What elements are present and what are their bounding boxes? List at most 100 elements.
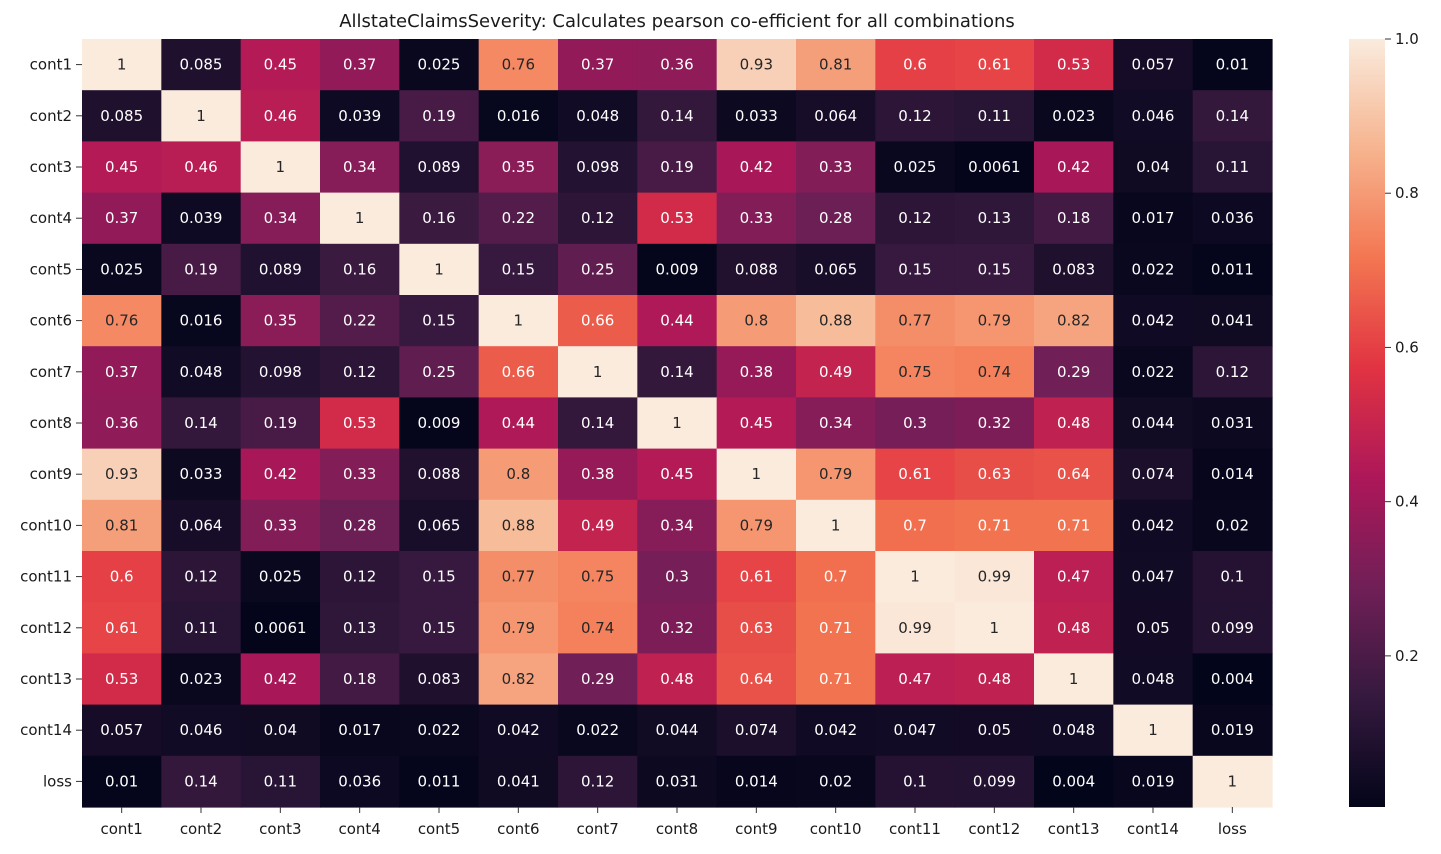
heatmap-cell-cont12-cont14 <box>1113 602 1194 654</box>
heatmap-cell-cont7-cont12 <box>954 346 1035 398</box>
heatmap-cell-cont5-cont5 <box>399 243 480 296</box>
cell-value-label: 0.048 <box>1052 721 1095 739</box>
cell-value-label: 0.79 <box>819 465 852 483</box>
cell-value-label: 0.13 <box>978 209 1011 227</box>
heatmap-cell-cont1-cont3 <box>240 39 321 91</box>
heatmap-cell-cont9-loss <box>1192 448 1273 501</box>
heatmap-cell-cont7-cont9 <box>716 346 797 398</box>
cell-value-label: 0.28 <box>819 209 852 227</box>
heatmap-cell-cont11-cont7 <box>558 551 638 603</box>
heatmap-cell-cont3-cont1 <box>82 141 162 194</box>
heatmap-cell-cont7-cont2 <box>161 346 242 398</box>
heatmap-cell-cont14-cont4 <box>320 704 400 757</box>
x-tick-label-cont3: cont3 <box>259 820 301 838</box>
cell-value-label: 0.37 <box>105 363 138 381</box>
heatmap-cell-cont9-cont14 <box>1113 448 1194 501</box>
cell-value-label: 0.011 <box>418 772 461 790</box>
heatmap-cell-cont9-cont13 <box>1034 448 1114 501</box>
heatmap-cell-loss-cont10 <box>796 755 876 808</box>
heatmap-cell-cont12-cont2 <box>161 602 242 654</box>
cell-value-label: 0.63 <box>978 465 1011 483</box>
heatmap-cell-cont3-cont5 <box>399 141 480 194</box>
heatmap-cell-cont4-cont13 <box>1034 192 1114 245</box>
cell-value-label: 0.53 <box>1057 56 1090 74</box>
x-tick-label-cont13: cont13 <box>1048 820 1100 838</box>
cell-value-label: 0.3 <box>665 568 689 586</box>
cell-value-label: 1 <box>990 619 1000 637</box>
heatmap-cell-cont8-cont1 <box>82 397 162 450</box>
x-axis-ticks: cont1 cont2 cont3 cont4 cont5 cont6 cont7 cont8… <box>100 807 1247 838</box>
heatmap-cell-cont6-cont2 <box>161 295 242 347</box>
cell-value-label: 0.004 <box>1211 670 1254 688</box>
heatmap-cell-cont8-cont7 <box>558 397 638 450</box>
cell-value-label: 0.75 <box>898 363 931 381</box>
x-tick-label-cont8: cont8 <box>656 820 698 838</box>
cell-value-label: 0.047 <box>894 721 937 739</box>
heatmap-cell-cont5-cont12 <box>954 243 1035 296</box>
cell-value-label: 0.025 <box>100 260 143 278</box>
cell-value-label: 0.49 <box>819 363 852 381</box>
heatmap-cell-cont13-cont7 <box>558 653 638 706</box>
heatmap-cell-cont2-cont7 <box>558 90 638 142</box>
heatmap-cell-cont4-cont11 <box>875 192 956 245</box>
cell-value-label: 0.8 <box>744 312 768 330</box>
cell-value-label: 0.033 <box>735 107 778 125</box>
cell-value-label: 0.12 <box>898 209 931 227</box>
heatmap-cell-cont12-cont6 <box>478 602 559 654</box>
cell-value-label: 0.42 <box>264 670 297 688</box>
heatmap-cell-cont8-cont6 <box>478 397 559 450</box>
y-tick-label-cont4: cont4 <box>30 209 72 227</box>
heatmap-cell-loss-loss <box>1192 755 1273 808</box>
heatmap-cell-cont2-cont2 <box>161 90 242 142</box>
cell-value-label: 0.01 <box>105 772 138 790</box>
cell-value-label: 0.61 <box>105 619 138 637</box>
heatmap-cell-cont8-cont10 <box>796 397 876 450</box>
cell-value-label: 1 <box>1069 670 1079 688</box>
heatmap-cell-cont11-cont13 <box>1034 551 1114 603</box>
heatmap-cell-cont11-cont14 <box>1113 551 1194 603</box>
heatmap-cell-cont1-cont1 <box>82 39 162 91</box>
cell-value-label: 0.042 <box>1132 516 1175 534</box>
y-tick-label-cont2: cont2 <box>30 107 72 125</box>
cell-value-label: 0.93 <box>740 56 773 74</box>
cell-value-label: 0.065 <box>418 516 461 534</box>
heatmap-cell-cont14-cont8 <box>637 704 718 757</box>
heatmap-cell-cont1-cont9 <box>716 39 797 91</box>
cell-value-label: 0.098 <box>259 363 302 381</box>
cell-value-label: 0.048 <box>576 107 619 125</box>
cell-value-label: 0.022 <box>576 721 619 739</box>
heatmap-cell-loss-cont12 <box>954 755 1035 808</box>
heatmap-cell-cont2-cont12 <box>954 90 1035 142</box>
heatmap-cell-cont14-cont7 <box>558 704 638 757</box>
heatmap-cell-cont6-cont6 <box>478 295 559 347</box>
cell-value-label: 1 <box>593 363 603 381</box>
cell-value-label: 0.14 <box>184 414 217 432</box>
heatmap-cell-cont4-cont6 <box>478 192 559 245</box>
cell-value-label: 0.37 <box>581 56 614 74</box>
cell-value-label: 0.22 <box>343 312 376 330</box>
heatmap-cell-cont14-cont11 <box>875 704 956 757</box>
cell-value-label: 0.42 <box>1057 158 1090 176</box>
heatmap-cell-cont6-loss <box>1192 295 1273 347</box>
y-axis-ticks: cont1 cont2 cont3 cont4 cont5 cont6 cont7 cont8… <box>20 56 82 790</box>
heatmap-cell-cont3-cont3 <box>240 141 321 194</box>
cell-value-label: 0.37 <box>343 56 376 74</box>
heatmap-cell-cont5-cont10 <box>796 243 876 296</box>
cell-value-label: 0.033 <box>180 465 223 483</box>
cell-value-label: 0.42 <box>740 158 773 176</box>
y-tick-label-cont14: cont14 <box>20 721 72 739</box>
heatmap-cell-cont5-cont2 <box>161 243 242 296</box>
cell-value-label: 0.47 <box>1057 568 1090 586</box>
heatmap-cell-cont6-cont4 <box>320 295 400 347</box>
cell-value-label: 0.041 <box>1211 312 1254 330</box>
heatmap-cell-cont10-cont10 <box>796 499 876 552</box>
cell-value-label: 0.88 <box>502 516 535 534</box>
heatmap-cell-cont4-loss <box>1192 192 1273 245</box>
heatmap-cell-cont8-cont12 <box>954 397 1035 450</box>
heatmap-cell-cont13-cont13 <box>1034 653 1114 706</box>
heatmap-cell-cont7-cont4 <box>320 346 400 398</box>
heatmap-cell-cont12-cont3 <box>240 602 321 654</box>
cell-value-label: 0.1 <box>903 772 927 790</box>
heatmap-cell-cont11-cont2 <box>161 551 242 603</box>
